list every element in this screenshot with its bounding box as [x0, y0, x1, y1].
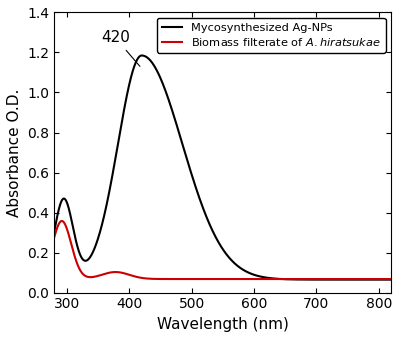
Y-axis label: Absorbance O.D.: Absorbance O.D.: [7, 88, 22, 217]
Legend: Mycosynthesized Ag-NPs, Biomass filterate of $\it{A. hiratsukae}$: Mycosynthesized Ag-NPs, Biomass filterat…: [157, 18, 386, 53]
Text: 420: 420: [101, 31, 140, 66]
X-axis label: Wavelength (nm): Wavelength (nm): [157, 317, 289, 332]
